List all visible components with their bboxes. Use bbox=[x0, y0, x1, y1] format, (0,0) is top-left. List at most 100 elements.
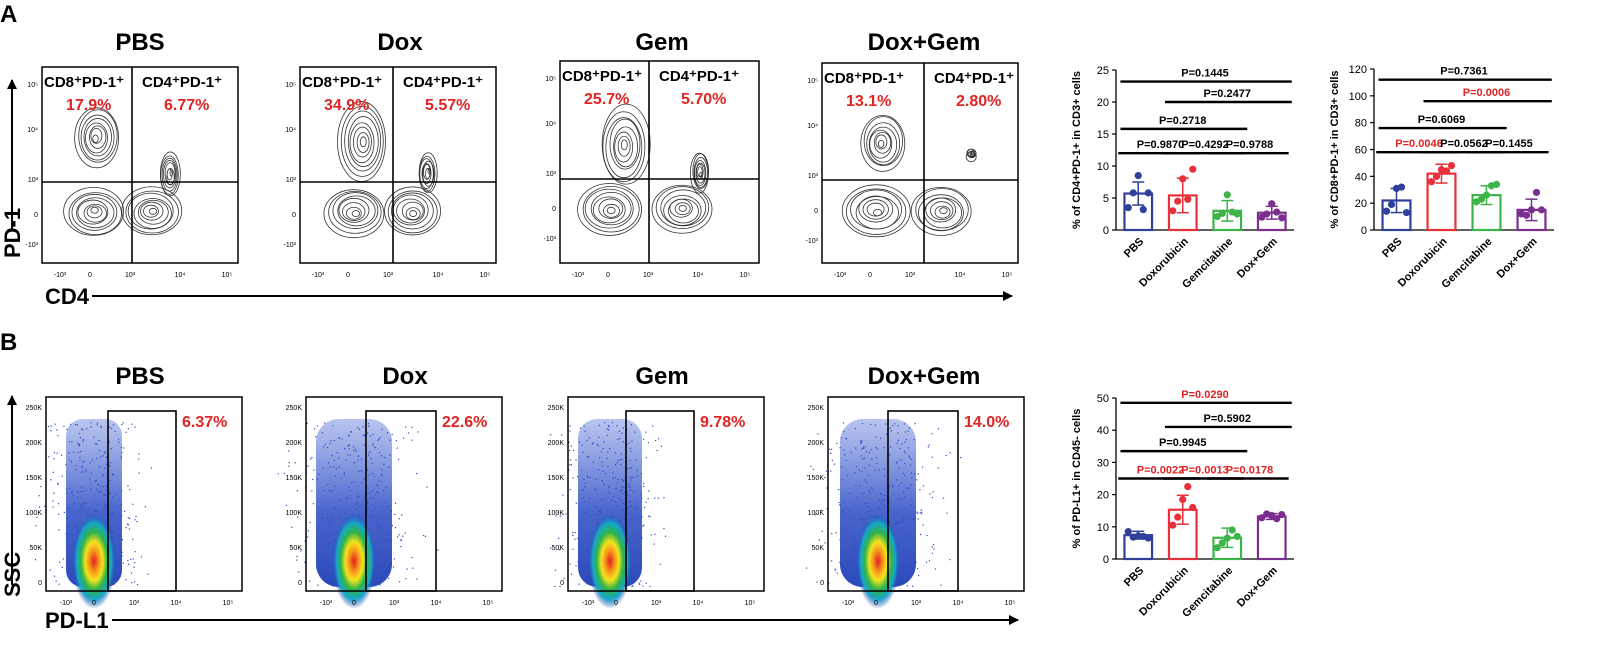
flow-plot-b-0: PBS 6.37% 250K 200K 150K 100K 50K 0 -10³ 0 10³ 10⁴ 1… bbox=[26, 363, 243, 609]
data-point bbox=[1447, 162, 1456, 170]
plot-frame bbox=[299, 66, 497, 264]
x-tick-label: 10⁴ bbox=[693, 272, 704, 279]
x-tick-label: 10³ bbox=[383, 272, 394, 279]
cd8-pd1-percent: 34.9% bbox=[324, 97, 369, 114]
gate-label-cd8: CD8⁺PD-1⁺ bbox=[824, 70, 904, 87]
bar-chart-pdl1: 0 10 20 30 40 50 % of PD-L1+ in CD45- cells PBS… bbox=[1071, 389, 1294, 620]
data-point bbox=[1218, 209, 1226, 217]
density-hotspot bbox=[588, 513, 632, 609]
data-point bbox=[1184, 195, 1192, 203]
x-tick-label: -10³ bbox=[312, 272, 325, 279]
p-value-label: P=0.1455 bbox=[1485, 138, 1532, 150]
category-label: PBS bbox=[1380, 236, 1404, 260]
cd4-pd1-percent: 5.57% bbox=[425, 97, 470, 114]
pd1-axis-label: PD-1 bbox=[0, 208, 25, 258]
density-hotspot bbox=[332, 513, 376, 609]
pdl1-axis-label: PD-L1 bbox=[45, 608, 109, 633]
y-axis-label: % of CD8+PD-1+ in CD3+ cells bbox=[1329, 70, 1341, 228]
y-tick-label: 200K bbox=[26, 440, 43, 447]
gate-label-cd8: CD8⁺PD-1⁺ bbox=[562, 68, 642, 85]
p-value-label: P=0.9870 bbox=[1137, 139, 1184, 151]
x-tick-label: 10⁵ bbox=[1002, 272, 1013, 279]
p-value-label: P=0.7361 bbox=[1440, 66, 1487, 78]
contour-lines bbox=[577, 103, 713, 236]
y-tick-label: 150K bbox=[548, 475, 565, 482]
y-tick-label: 100 bbox=[1349, 91, 1367, 103]
x-tick-label: 10⁵ bbox=[222, 272, 233, 279]
p-value-label: P=0.5902 bbox=[1204, 413, 1251, 425]
x-tick-label: -10³ bbox=[54, 272, 67, 279]
p-value-label: P=0.0046 bbox=[1395, 138, 1442, 150]
cd4-pd1-percent: 5.70% bbox=[681, 91, 726, 108]
contour-lines bbox=[63, 107, 183, 236]
y-tick-label: 200K bbox=[808, 440, 825, 447]
x-tick-label: 10³ bbox=[911, 600, 922, 607]
y-tick-label: 10³ bbox=[546, 171, 557, 178]
p-value-label: P=0.0290 bbox=[1181, 389, 1228, 401]
y-tick-label: 25 bbox=[1097, 65, 1109, 77]
y-tick-label: 60 bbox=[1355, 145, 1367, 157]
data-point bbox=[1537, 206, 1546, 214]
y-tick-label: 250K bbox=[808, 405, 825, 412]
x-tick-label: -10³ bbox=[834, 272, 847, 279]
plot-title: PBS bbox=[115, 363, 164, 390]
pdl1-gate bbox=[625, 410, 695, 592]
data-point bbox=[1273, 208, 1281, 216]
data-point bbox=[1139, 205, 1147, 214]
data-point bbox=[1174, 513, 1182, 521]
x-tick-label: -10³ bbox=[572, 272, 585, 279]
p-value-label: P=0.4292 bbox=[1181, 139, 1228, 151]
data-point bbox=[1532, 188, 1541, 197]
cd8-pd1-percent: 25.7% bbox=[584, 91, 629, 108]
y-tick-label: 10⁵ bbox=[807, 78, 818, 85]
flow-plot-a-2: Gem CD8⁺PD-1⁺ CD4⁺PD-1⁺ 25.7% 5.70% 10⁵ 10⁴ 10³… bbox=[544, 29, 760, 279]
bar-charts: 0 5 10 15 20 25 % of CD4+PD-1+ in CD3+ cells PB… bbox=[1071, 64, 1554, 620]
bar-dox-gem bbox=[1256, 515, 1287, 561]
y-tick-label: 10³ bbox=[808, 173, 819, 180]
data-point bbox=[1482, 191, 1491, 199]
y-tick-label: 200K bbox=[548, 440, 565, 447]
y-tick-label: 30 bbox=[1097, 457, 1109, 469]
y-tick-label: 5 bbox=[1103, 193, 1109, 205]
data-point bbox=[1402, 208, 1411, 217]
y-tick-label: 100K bbox=[548, 510, 565, 517]
data-point bbox=[1144, 189, 1152, 197]
data-point bbox=[1218, 539, 1226, 547]
p-value-label: P=0.0562 bbox=[1440, 138, 1487, 150]
y-tick-label: 50K bbox=[290, 545, 303, 552]
x-tick-label: -10³ bbox=[60, 600, 73, 607]
y-tick-label: 20 bbox=[1355, 198, 1367, 210]
y-tick-label: -10³ bbox=[26, 242, 39, 249]
category-label: Dox+Gem bbox=[1235, 235, 1280, 280]
contour-lines bbox=[841, 115, 977, 238]
x-tick-label: 10⁴ bbox=[431, 600, 442, 607]
x-tick-label: 10⁴ bbox=[175, 272, 186, 279]
p-value-label: P=0.9788 bbox=[1226, 139, 1273, 151]
event-dots bbox=[277, 422, 439, 587]
y-tick-label: 0 bbox=[298, 580, 302, 587]
y-tick-label: 10³ bbox=[286, 177, 297, 184]
data-point bbox=[1382, 207, 1391, 215]
bar-chart-cd4: 0 5 10 15 20 25 % of CD4+PD-1+ in CD3+ cells PB… bbox=[1071, 65, 1294, 291]
y-tick-label: 250K bbox=[26, 405, 43, 412]
y-tick-label: 0 bbox=[552, 206, 556, 213]
pdl1-percent: 14.0% bbox=[964, 414, 1009, 431]
y-tick-label: -10³ bbox=[806, 238, 819, 245]
data-point bbox=[1278, 214, 1286, 222]
data-point bbox=[1169, 521, 1177, 529]
data-point bbox=[1179, 175, 1187, 183]
panel-a-flow-plots: PBS CD8⁺PD-1⁺ CD4⁺PD-1⁺ 17.9% 6.77% 10⁵ 10⁴ 10³… bbox=[26, 29, 1019, 279]
plot-frame bbox=[821, 62, 1019, 264]
data-point bbox=[1134, 172, 1142, 180]
pdl1-percent: 6.37% bbox=[182, 414, 227, 431]
p-value-label: P=0.0013 bbox=[1181, 465, 1228, 477]
y-tick-label: 20 bbox=[1097, 97, 1109, 109]
y-tick-label: 0 bbox=[814, 208, 818, 215]
gate-label-cd4: CD4⁺PD-1⁺ bbox=[934, 70, 1014, 87]
data-point bbox=[1174, 197, 1182, 205]
p-value-label: P=0.0022 bbox=[1137, 465, 1184, 477]
flow-plot-a-3: Dox+Gem CD8⁺PD-1⁺ CD4⁺PD-1⁺ 13.1% 2.80% 10⁵ 10… bbox=[806, 29, 1019, 279]
y-tick-label: 20 bbox=[1097, 490, 1109, 502]
y-tick-label: 0 bbox=[1361, 225, 1367, 237]
data-point bbox=[1124, 204, 1132, 212]
